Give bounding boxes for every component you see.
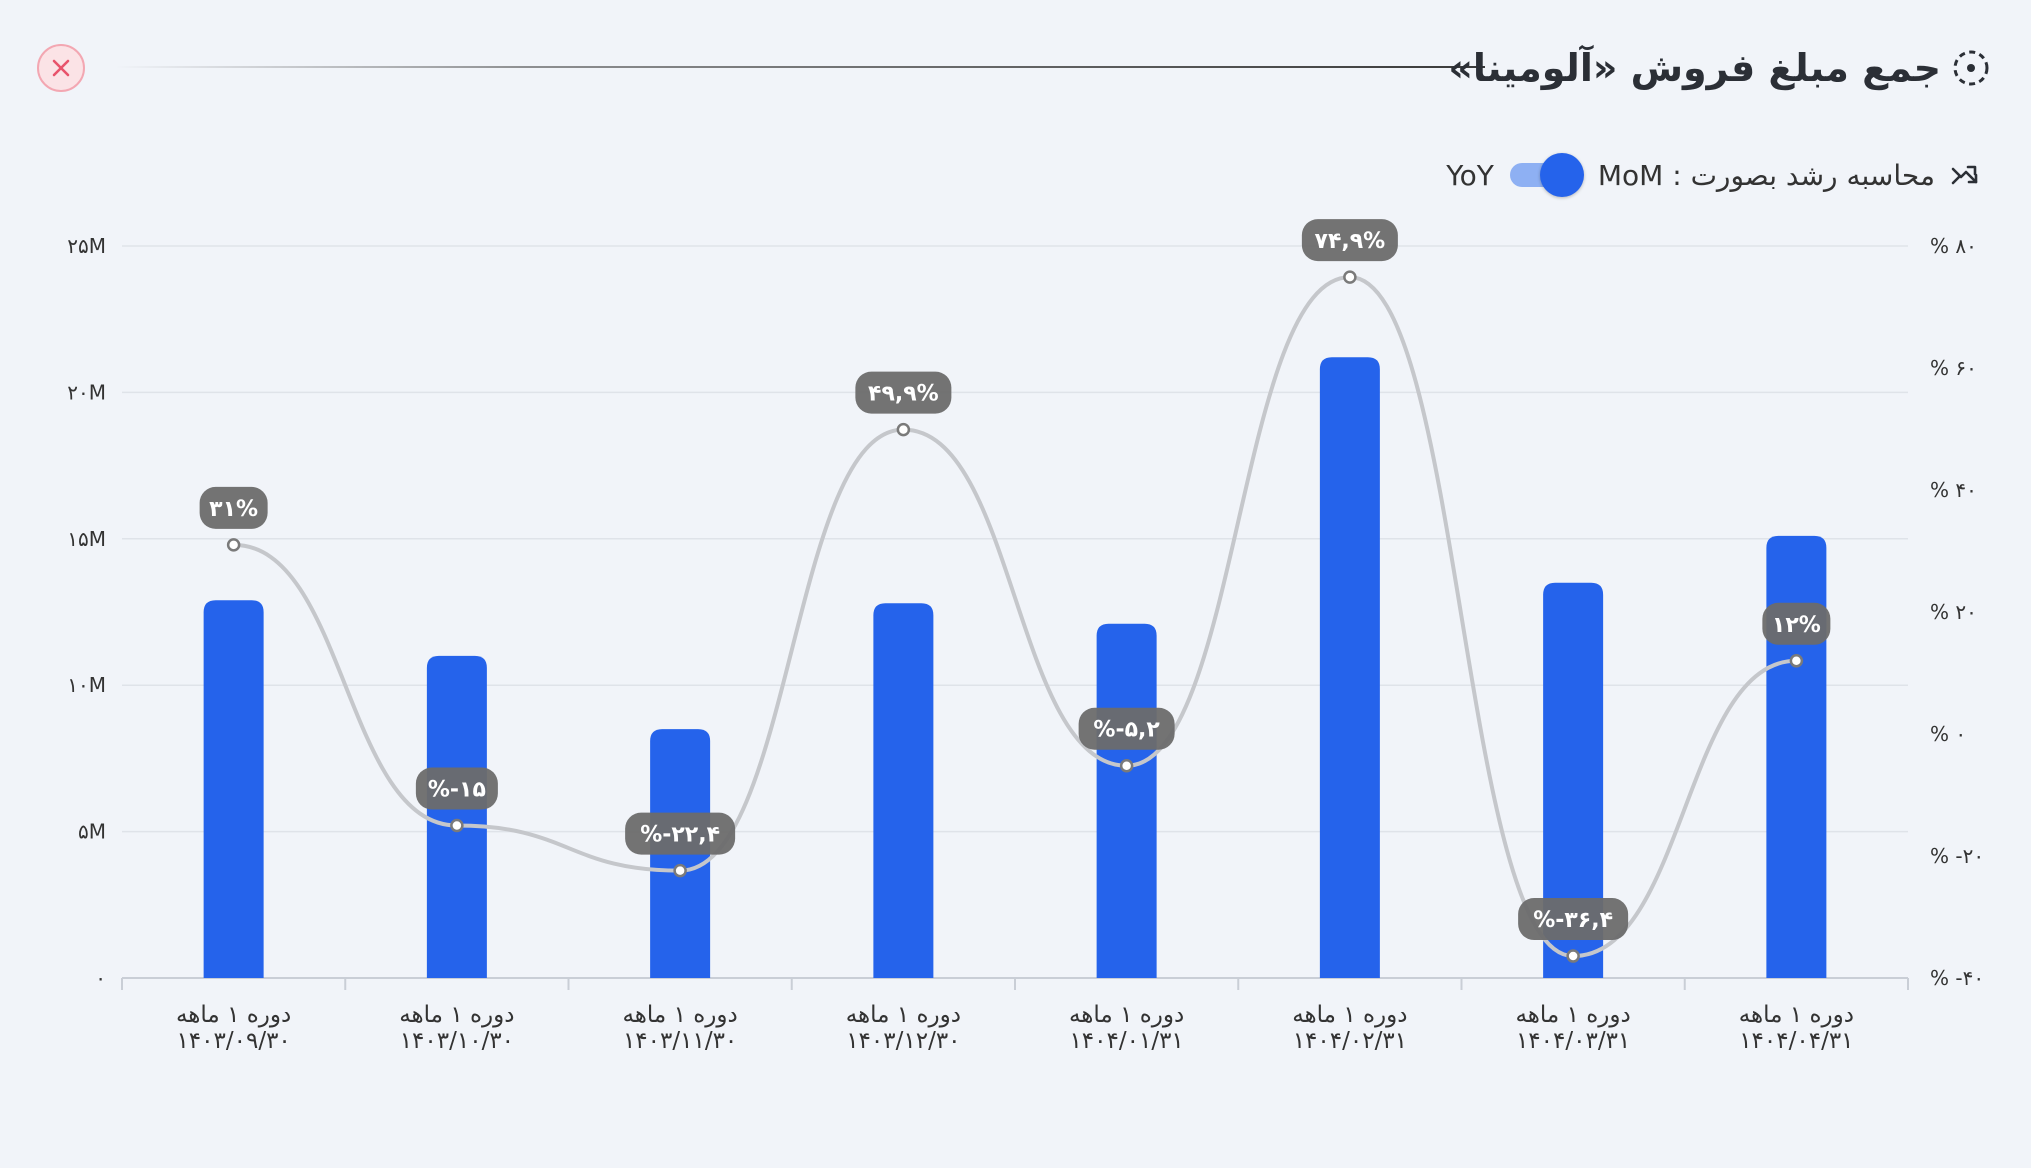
bar — [203, 600, 264, 978]
growth-label: ۴۹,۹% — [868, 382, 939, 407]
growth-tick-label: % ۸۰ — [1930, 234, 1977, 258]
bar — [1543, 582, 1604, 978]
x-tick-label: ۱۴۰۴/۰۱/۳۱ — [1069, 1028, 1183, 1054]
bar — [426, 655, 487, 978]
growth-label: %-۳۶,۴ — [1533, 908, 1613, 933]
growth-label: ۱۲% — [1772, 613, 1821, 638]
growth-label-pill — [199, 486, 268, 529]
x-tick-label: ۱۴۰۳/۱۰/۳۰ — [400, 1028, 514, 1054]
x-tick-label: ۱۴۰۳/۰۹/۳۰ — [176, 1028, 290, 1054]
growth-label-pill — [1518, 898, 1629, 941]
growth-point — [896, 422, 911, 437]
growth-tick-label: % ۶۰ — [1930, 356, 1977, 380]
y-tick-label: ۱۵M — [67, 527, 106, 551]
growth-tick-label: % ۰ — [1930, 722, 1966, 746]
growth-point — [1566, 949, 1580, 963]
title-divider — [115, 66, 1485, 68]
growth-tick-label: % ۲۰ — [1930, 600, 1977, 624]
x-tick-label: ۱۴۰۳/۱۲/۳۰ — [846, 1028, 960, 1054]
x-tick-label: ۱۴۰۴/۰۲/۳۱ — [1293, 1028, 1407, 1054]
x-tick-label: دوره ۱ ماهه — [1069, 1002, 1184, 1028]
x-tick-label: دوره ۱ ماهه — [399, 1002, 514, 1028]
growth-tick-label: % ۴۰ — [1930, 478, 1977, 502]
toggle-knob — [1539, 153, 1584, 197]
bar — [1319, 357, 1380, 978]
y-tick-label: ۲۵M — [67, 234, 106, 258]
growth-mode-label: محاسبه رشد بصورت : MoM — [1597, 158, 1935, 192]
growth-tick-label: % -۴۰ — [1930, 966, 1984, 990]
growth-label: ۳۱% — [209, 497, 258, 522]
growth-label-pill — [1078, 707, 1175, 750]
mom-yoy-toggle[interactable] — [1508, 153, 1584, 197]
x-tick-label: ۱۴۰۴/۰۴/۳۱ — [1739, 1028, 1853, 1054]
growth-point — [450, 818, 464, 833]
dashed-circle-target-icon — [1953, 50, 1989, 86]
growth-label-pill — [1301, 219, 1398, 262]
growth-label-pill — [1762, 602, 1831, 645]
growth-label: ۷۴,۹% — [1315, 229, 1386, 254]
page-title: جمع مبلغ فروش «آلومینا» — [1448, 46, 1941, 90]
bar — [1096, 623, 1157, 978]
growth-label: %-۱۵ — [428, 778, 486, 803]
growth-label-pill — [415, 767, 498, 810]
trend-arrows-icon — [1951, 165, 1978, 185]
growth-point — [673, 863, 687, 878]
x-tick-label: دوره ۱ ماهه — [622, 1002, 737, 1028]
growth-label-pill — [625, 812, 736, 855]
growth-mode-control: محاسبه رشد بصورت : MoM YoY — [1446, 152, 1981, 198]
growth-label-pill — [855, 371, 952, 414]
y-tick-label: ۱۰M — [67, 673, 106, 697]
x-tick-label: دوره ۱ ماهه — [846, 1002, 961, 1028]
bar — [1766, 535, 1827, 978]
x-tick-label: ۱۴۰۴/۰۳/۳۱ — [1516, 1028, 1630, 1054]
growth-point — [1789, 654, 1804, 668]
x-tick-label: دوره ۱ ماهه — [1515, 1002, 1630, 1028]
growth-point — [226, 538, 241, 552]
growth-label: %-۲۲,۴ — [640, 823, 720, 848]
bar — [873, 603, 934, 978]
growth-point — [1343, 270, 1357, 284]
close-icon — [52, 59, 70, 77]
growth-tick-label: % -۲۰ — [1930, 844, 1984, 868]
y-tick-label: ۲۰M — [67, 380, 106, 404]
x-tick-label: ۱۴۰۳/۱۱/۳۰ — [623, 1028, 737, 1054]
growth-label: %-۵,۲ — [1093, 718, 1160, 743]
x-tick-label: دوره ۱ ماهه — [176, 1002, 291, 1028]
close-button[interactable] — [37, 44, 85, 92]
y-tick-label: ۰ — [95, 966, 106, 990]
x-tick-label: دوره ۱ ماهه — [1739, 1002, 1854, 1028]
yoy-label: YoY — [1446, 158, 1494, 192]
y-tick-label: ۵M — [78, 820, 106, 844]
chart-header: جمع مبلغ فروش «آلومینا» — [0, 0, 2031, 140]
x-tick-label: دوره ۱ ماهه — [1292, 1002, 1407, 1028]
growth-point — [1119, 758, 1134, 773]
